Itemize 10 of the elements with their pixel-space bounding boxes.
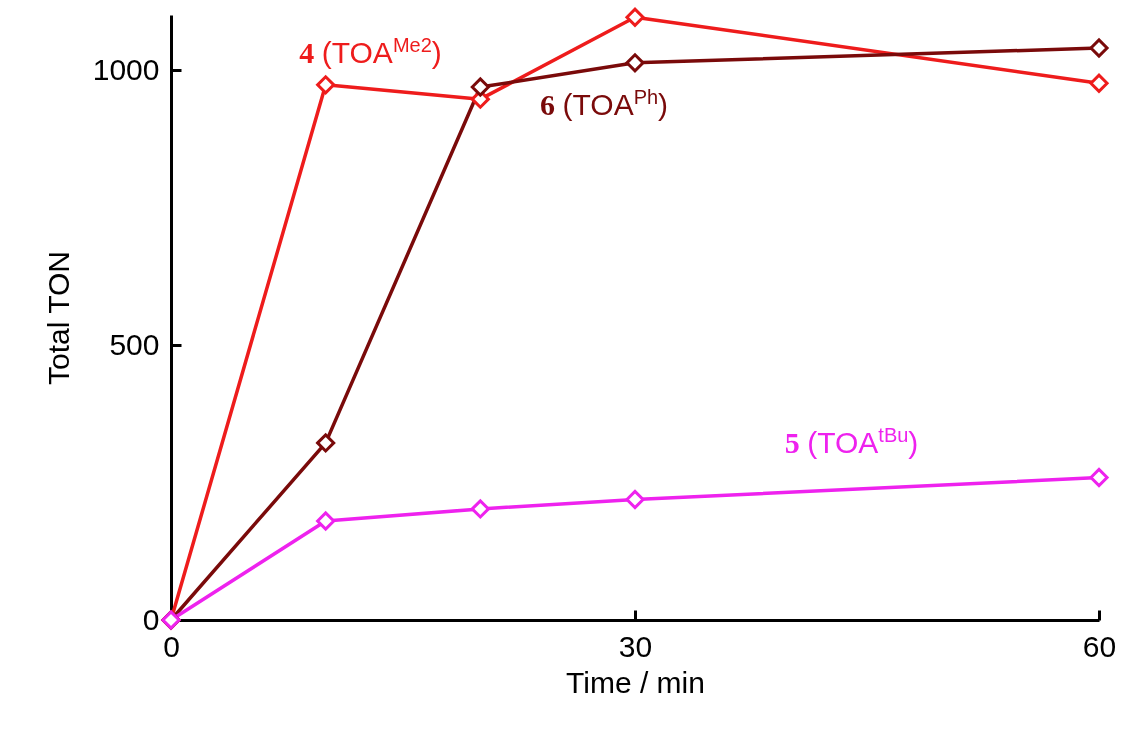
series-label: 6 (TOA$^{Ph}$) <box>540 85 669 121</box>
series-label: 5 (TOA$^{tBu}$) <box>784 424 919 459</box>
y-tick-label: 0 <box>142 602 160 636</box>
y-tick-label: 1000 <box>92 52 160 86</box>
x-tick-label: 30 <box>618 629 653 663</box>
y-tick-label: 500 <box>109 327 160 361</box>
y-axis-title: Total TON <box>41 251 75 385</box>
x-tick-label: 60 <box>1082 629 1117 663</box>
series-label: 4 (TOA$^{Me2}$) <box>299 33 442 69</box>
x-axis-title: Time / min <box>566 665 705 699</box>
